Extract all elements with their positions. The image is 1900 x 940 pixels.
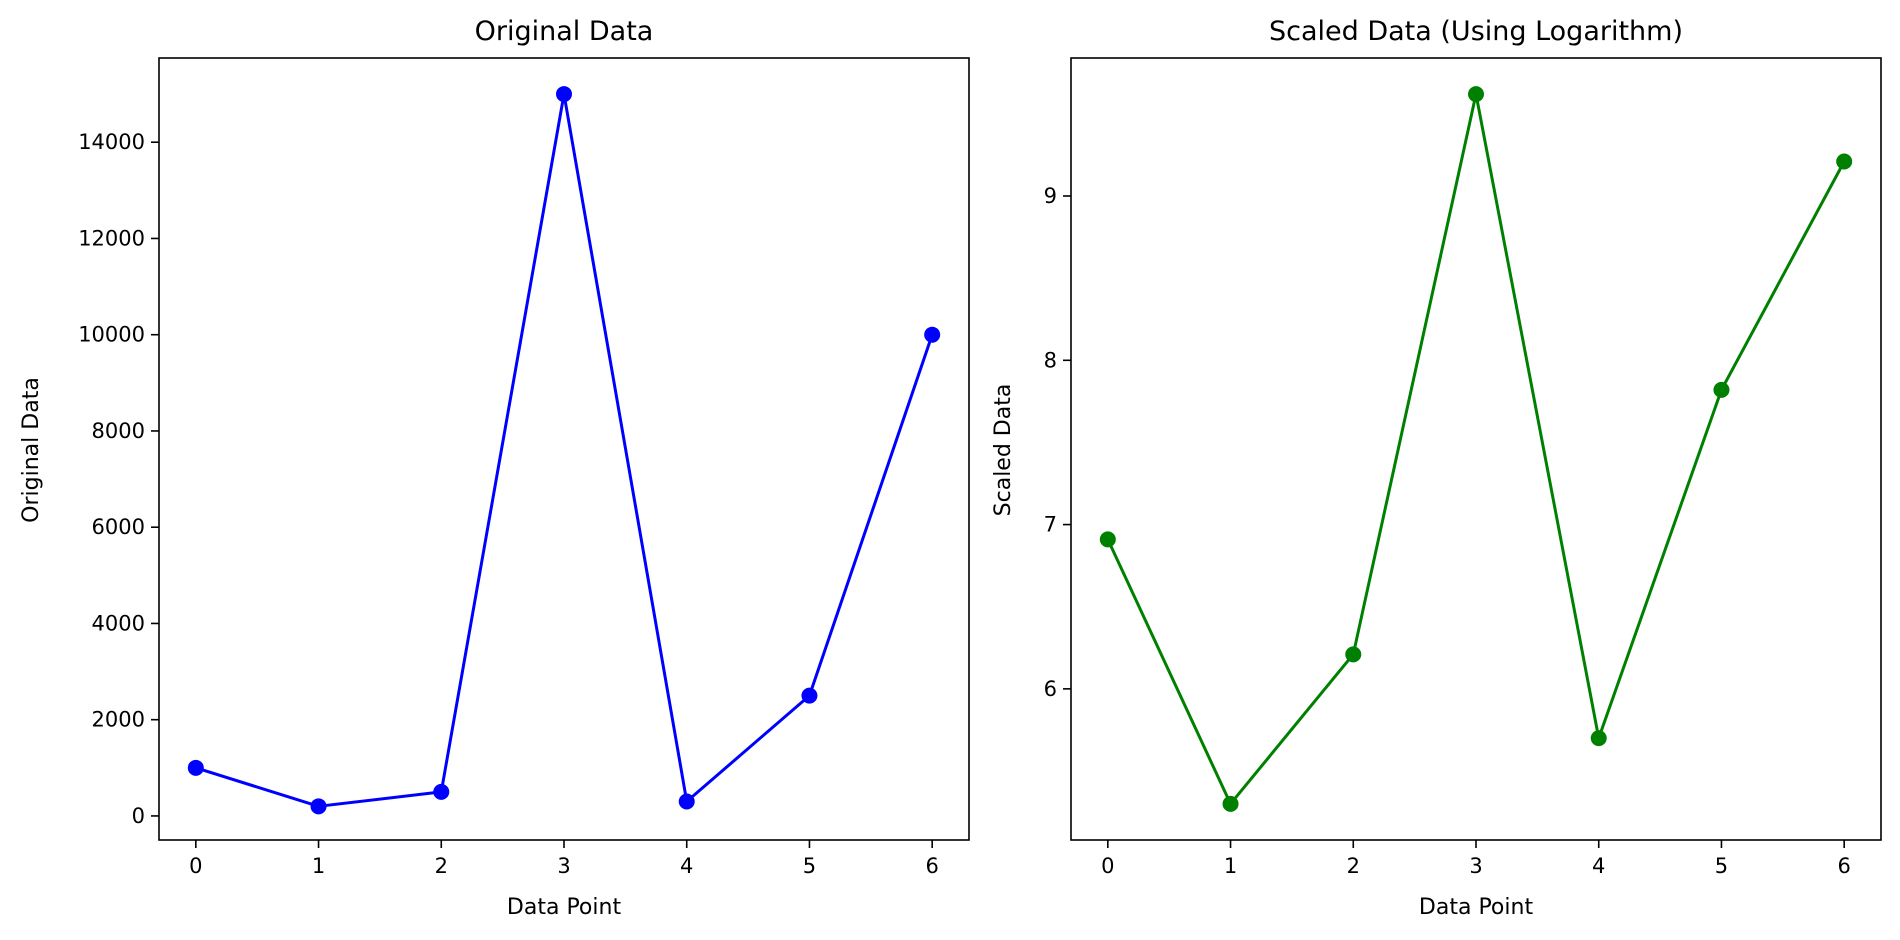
data-point bbox=[1099, 531, 1116, 548]
x-tick-label: 5 bbox=[1715, 854, 1728, 878]
y-tick-label: 4000 bbox=[92, 611, 145, 635]
chart-title: Original Data bbox=[475, 16, 654, 47]
scaled-data-chart: Scaled Data (Using Logarithm) Data Point… bbox=[991, 16, 1882, 920]
data-point bbox=[1222, 795, 1239, 812]
y-axis-label: Original Data bbox=[19, 377, 44, 523]
y-tick-label: 6000 bbox=[92, 515, 145, 539]
x-tick-label: 6 bbox=[925, 854, 938, 878]
y-axis-label: Scaled Data bbox=[991, 384, 1016, 517]
x-tick-label: 5 bbox=[803, 854, 816, 878]
original-data-chart: Original Data Data Point Original Data 0… bbox=[19, 16, 970, 920]
y-tick-label: 0 bbox=[132, 804, 145, 828]
x-axis-label: Data Point bbox=[507, 895, 622, 920]
x-tick-label: 1 bbox=[312, 854, 325, 878]
x-axis-label: Data Point bbox=[1419, 895, 1534, 920]
data-point bbox=[924, 326, 941, 343]
x-tick-label: 0 bbox=[1101, 854, 1114, 878]
data-point bbox=[1345, 646, 1362, 663]
data-point bbox=[1836, 153, 1853, 170]
data-point bbox=[678, 793, 695, 810]
data-points bbox=[1099, 86, 1853, 812]
x-tick-label: 2 bbox=[1347, 854, 1360, 878]
data-point bbox=[433, 783, 450, 800]
data-point bbox=[556, 86, 572, 103]
data-point bbox=[187, 759, 204, 776]
x-tick-label: 2 bbox=[435, 854, 448, 878]
data-point bbox=[801, 687, 818, 704]
data-point bbox=[310, 798, 327, 815]
plot-frame bbox=[1070, 57, 1882, 841]
y-tick-label: 8000 bbox=[92, 419, 145, 443]
y-tick-label: 7 bbox=[1044, 513, 1057, 537]
y-tick-label: 8 bbox=[1044, 348, 1057, 372]
x-tick-label: 6 bbox=[1837, 854, 1850, 878]
x-tick-label: 0 bbox=[189, 854, 202, 878]
y-tick-label: 6 bbox=[1044, 677, 1057, 701]
x-tick-label: 1 bbox=[1224, 854, 1237, 878]
plot-frame bbox=[158, 57, 970, 841]
axis-ticks: 0 1 2 3 4 5 6 0 2000 4000 6000 8000 10000 12000 14000 bbox=[78, 130, 939, 878]
data-point bbox=[1468, 86, 1484, 103]
x-tick-label: 3 bbox=[557, 854, 570, 878]
data-point bbox=[1713, 381, 1730, 398]
y-tick-label: 12000 bbox=[78, 226, 145, 250]
y-tick-label: 14000 bbox=[78, 130, 145, 154]
data-point bbox=[1590, 730, 1607, 747]
x-tick-label: 4 bbox=[680, 854, 693, 878]
chart-title: Scaled Data (Using Logarithm) bbox=[1269, 16, 1683, 47]
data-points bbox=[187, 86, 941, 815]
x-tick-label: 3 bbox=[1469, 854, 1482, 878]
axis-ticks: 0 1 2 3 4 5 6 6 7 8 9 bbox=[1044, 184, 1851, 878]
y-tick-label: 9 bbox=[1044, 184, 1057, 208]
y-tick-label: 10000 bbox=[78, 323, 145, 347]
y-tick-label: 2000 bbox=[92, 708, 145, 732]
x-tick-label: 4 bbox=[1592, 854, 1605, 878]
